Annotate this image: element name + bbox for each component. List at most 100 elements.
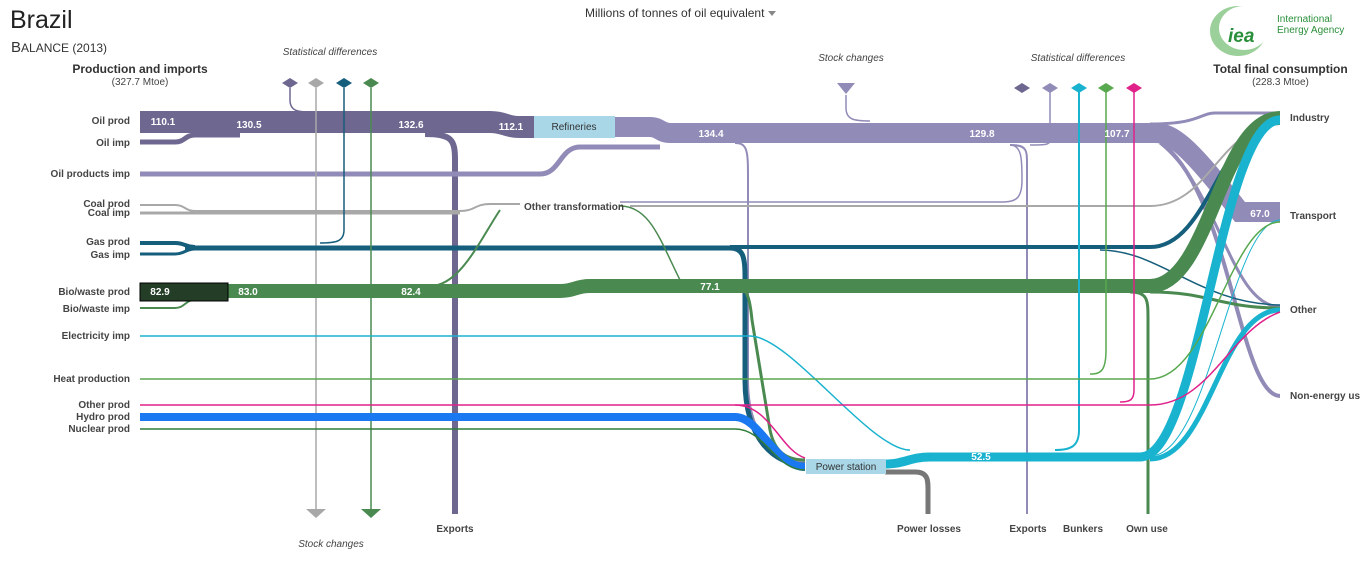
bio-own-use-flow[interactable] [1129,290,1150,514]
source-label: Gas imp [91,250,130,261]
refineries-label: Refineries [551,122,596,133]
other-power-flow[interactable] [734,404,806,459]
source-label: Electricity imp [62,331,130,342]
oil-products-other-flow[interactable] [1159,141,1281,309]
oil-products-other-trans-flow[interactable] [620,144,1023,203]
source-label: Nuclear prod [68,424,130,435]
subtitle-rest: ALANCE (2013) [21,41,108,55]
iea-logo: iea International Energy Agency [1210,6,1360,60]
source-label: Oil imp [96,138,130,149]
electricity-bunkers-flow[interactable] [1054,92,1080,451]
oil-products-exports-flow[interactable] [1009,144,1028,514]
flow-value: 132.6 [398,120,423,131]
logo-circle-icon [1210,6,1266,56]
stock-changes-top-label: Stock changes [818,53,884,64]
balance-subtitle: BALANCE (2013) [11,39,107,56]
bio-stat-diamond-icon[interactable] [363,78,379,88]
bottom-label: Exports [436,524,474,535]
oil-products-nonenergy-flow[interactable] [1163,144,1281,398]
flow-value: 129.8 [969,129,994,140]
node-layer [139,111,886,474]
logo-name-line2: Energy Agency [1277,25,1345,36]
country-title: Brazil [10,6,73,34]
flow-value: 112.1 [499,122,524,133]
sink-label: Transport [1290,211,1337,222]
coal-stock-triangle-icon[interactable] [306,509,326,518]
stock-changes-triangle-icon[interactable] [837,83,855,94]
stat-diff-left-label: Statistical differences [283,47,378,58]
source-label: Oil products imp [51,169,130,180]
oil-prod-node[interactable] [140,111,188,133]
other-prod-flow[interactable] [140,311,1281,406]
flow-layer [140,88,1281,514]
flow-value: 107.7 [1104,129,1129,140]
heat-stat-flow[interactable] [1089,92,1107,375]
oil-products-stat-right-diamond-icon[interactable] [1042,83,1058,93]
chevron-down-icon[interactable] [768,11,777,17]
source-label: Other prod [78,400,130,411]
oil-imp-flow[interactable] [140,132,240,145]
other-transformation-label: Other transformation [524,202,624,213]
other-trans-bio-flow[interactable] [619,205,681,281]
logo-mark: iea [1228,26,1255,47]
bio-stock-triangle-icon[interactable] [361,509,381,518]
electricity-other-flow[interactable] [1149,307,1281,462]
sink-label: Other [1290,305,1317,316]
bio-power-flow[interactable] [734,285,806,462]
left-header-title: Production and imports [72,62,208,76]
unit-label: Millions of tonnes of oil equivalent [585,6,765,20]
bottom-label: Power losses [897,524,961,535]
heat-production-flow[interactable] [140,221,1281,380]
stock-changes-bottom-label: Stock changes [298,539,364,550]
oil-main-flow[interactable] [140,111,540,138]
electricity-imp-flow[interactable] [140,335,911,451]
bottom-label: Own use [1126,524,1168,535]
bio-main-flow[interactable] [228,111,1281,298]
gas-stat-flow[interactable] [319,88,345,244]
bio-other-trans-flow[interactable] [429,209,501,287]
source-label: Bio/waste imp [63,304,130,315]
flow-value: 130.5 [236,120,261,131]
oil-products-flow[interactable] [614,117,1280,222]
electricity-main-flow[interactable] [884,115,1281,469]
logo-name-line1: International [1277,14,1333,25]
bio-other-flow[interactable] [1149,290,1281,310]
bio-prod-node[interactable] [139,282,229,302]
electricity-transport-flow[interactable] [1149,219,1281,457]
electricity-stat-diamond-icon[interactable] [1071,83,1087,93]
oil-exports-flow[interactable] [424,131,458,514]
label-layer: Oil prod Oil imp Oil products imp Coal p… [51,47,1361,550]
gas-stat-diamond-icon[interactable] [336,78,352,88]
oil-products-stat-diamond-icon[interactable] [308,78,324,88]
source-label: Coal imp [88,208,130,219]
oil-stat-right-diamond-icon[interactable] [1014,83,1030,93]
hydro-prod-flow[interactable] [140,413,806,471]
nuclear-prod-flow[interactable] [140,428,806,471]
other-stat-diamond-icon[interactable] [1126,83,1142,93]
refineries-node[interactable] [534,116,615,138]
source-label: Hydro prod [76,412,130,423]
oil-stat-diff-flow[interactable] [289,88,311,113]
sink-label: Industry [1290,113,1330,124]
power-losses-flow[interactable] [885,469,931,514]
flow-value: 77.1 [700,282,720,293]
oil-products-stock-flow[interactable] [845,95,871,122]
left-header-total: (327.7 Mtoe) [111,77,169,88]
unit-selector[interactable]: Millions of tonnes of oil equivalent [585,6,777,20]
oil-products-industry-flow[interactable] [1149,111,1280,126]
flow-value: 67.0 [1250,209,1270,220]
power-station-node[interactable] [806,459,886,474]
oil-stat-diamond-icon[interactable] [282,78,298,88]
coal-prod-flow[interactable] [140,203,520,212]
source-label: Bio/waste prod [58,287,130,298]
source-label: Oil prod [92,116,130,127]
gas-other-flow[interactable] [1099,249,1281,306]
heat-stat-diamond-icon[interactable] [1098,83,1114,93]
right-header-total: (228.3 Mtoe) [1252,77,1309,88]
right-header-title: Total final consumption [1213,62,1348,76]
oil-products-imp-flow[interactable] [140,144,660,177]
oil-products-stat-flow[interactable] [1029,92,1051,146]
other-stat-flow[interactable] [1119,92,1135,403]
